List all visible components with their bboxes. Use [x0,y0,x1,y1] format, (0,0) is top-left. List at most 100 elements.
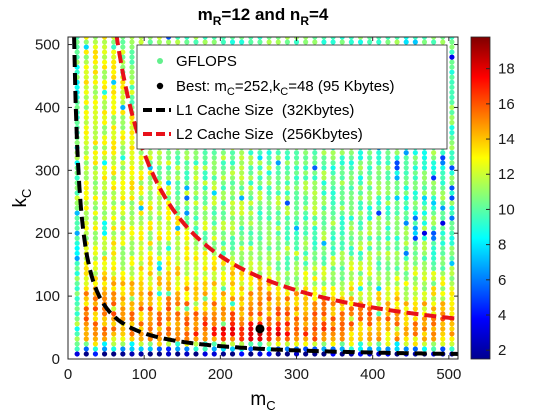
gflops-point [348,220,354,226]
gflops-point [367,331,373,337]
gflops-point [101,260,108,267]
gflops-point [202,255,208,261]
gflops-point [257,245,263,251]
gflops-point [275,235,281,241]
gflops-point [147,341,153,347]
gflops-point [156,336,163,342]
gflops-point [111,280,117,287]
gflops-point [239,280,245,287]
gflops-point [175,150,181,156]
gflops-point [284,240,290,246]
gflops-point [202,250,208,256]
gflops-point [220,285,226,292]
gflops-point [175,225,181,231]
gflops-point [74,84,80,90]
gflops-point [220,250,226,256]
gflops-point [220,160,226,166]
gflops-point [421,255,428,261]
gflops-point [431,326,437,332]
gflops-point [293,306,300,312]
gflops-point [403,195,409,201]
gflops-point [83,311,89,317]
gflops-point [156,341,163,347]
gflops-point [120,280,126,287]
gflops-point [376,200,382,206]
legend-best-marker [156,82,164,90]
gflops-point [394,296,400,302]
gflops-point [120,140,126,146]
gflops-point [275,155,281,161]
gflops-point [138,240,144,246]
gflops-point [330,150,336,156]
gflops-point [312,280,318,287]
gflops-point [321,175,327,181]
gflops-point [229,316,236,322]
gflops-point [440,215,446,221]
gflops-point [92,39,99,45]
gflops-point [175,245,181,251]
gflops-point [129,39,135,45]
gflops-point [165,190,172,196]
gflops-point [376,341,382,347]
gflops-point [129,175,135,181]
gflops-point [248,275,254,282]
gflops-point [421,150,428,156]
gflops-point [184,331,190,337]
gflops-point [275,160,281,166]
gflops-point [367,346,373,352]
gflops-point [440,311,446,317]
gflops-point [120,225,126,231]
gflops-point [120,270,126,277]
gflops-point [449,240,455,246]
gflops-point [138,301,144,307]
gflops-point [421,155,428,161]
gflops-point [83,59,89,65]
gflops-point [147,306,153,312]
gflops-point [92,265,99,272]
gflops-point [348,311,354,317]
gflops-point [412,306,418,312]
gflops-point [101,114,108,121]
gflops-point [357,205,364,211]
gflops-point [348,326,354,332]
gflops-point [239,210,245,216]
gflops-point [83,39,89,45]
gflops-point [220,245,226,251]
gflops-point [330,215,336,221]
gflops-point [339,275,345,282]
gflops-point [330,165,336,171]
gflops-point [394,280,400,287]
gflops-point [339,160,345,166]
gflops-point [92,54,99,60]
gflops-point [394,285,400,292]
gflops-point [303,306,309,312]
gflops-point [376,175,382,181]
gflops-point [449,265,455,272]
gflops-point [376,316,382,322]
gflops-point [449,311,455,317]
gflops-point [275,260,281,267]
gflops-point [83,265,89,272]
gflops-point [239,311,245,317]
gflops-point [421,290,428,297]
gflops-point [111,94,117,100]
gflops-point [111,160,117,166]
gflops-point [92,104,99,111]
gflops-point [421,230,428,236]
gflops-point [248,301,254,307]
gflops-point [266,316,272,322]
gflops-point [257,195,263,201]
gflops-point [83,84,89,90]
gflops-point [421,37,428,40]
gflops-point [440,185,446,191]
gflops-point [165,230,172,236]
gflops-point [229,175,236,181]
gflops-point [202,260,208,267]
gflops-point [330,296,336,302]
gflops-point [421,175,428,181]
gflops-point [211,200,217,206]
gflops-point [284,245,290,251]
gflops-point [147,180,153,186]
gflops-point [385,180,391,186]
gflops-point [211,165,217,171]
